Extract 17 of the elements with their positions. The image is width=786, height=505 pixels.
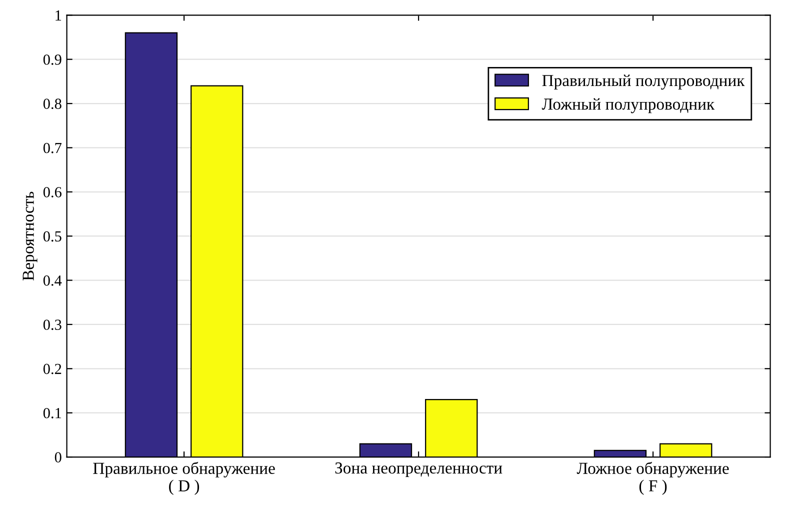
y-tick-label: 0.7	[43, 142, 62, 154]
y-tick-label: 0.5	[43, 231, 62, 242]
y-tick-label: 0	[54, 452, 62, 462]
y-tick-label: 1	[56, 10, 62, 20]
x-tick-label: Зона неопределенности	[335, 462, 502, 477]
y-tick-label: 0.9	[43, 54, 62, 65]
y-tick-label: 0.2	[43, 364, 62, 374]
x-tick-label: Ложное обнаружение ( F )	[576, 462, 729, 495]
y-tick-label: 0.8	[43, 98, 62, 110]
x-tick-label: Правильное обнаружение ( D )	[93, 462, 275, 495]
y-tick-label: 0.6	[43, 187, 62, 198]
y-tick-label: 0.3	[43, 320, 62, 330]
legend-label: Ложный полупроводник	[542, 98, 715, 114]
y-tick-label: 0.4	[43, 275, 62, 286]
y-tick-label: 0.1	[43, 408, 62, 418]
legend-label: Правильный полупроводник	[542, 74, 745, 90]
y-axis-title: Вероятность	[22, 192, 38, 280]
